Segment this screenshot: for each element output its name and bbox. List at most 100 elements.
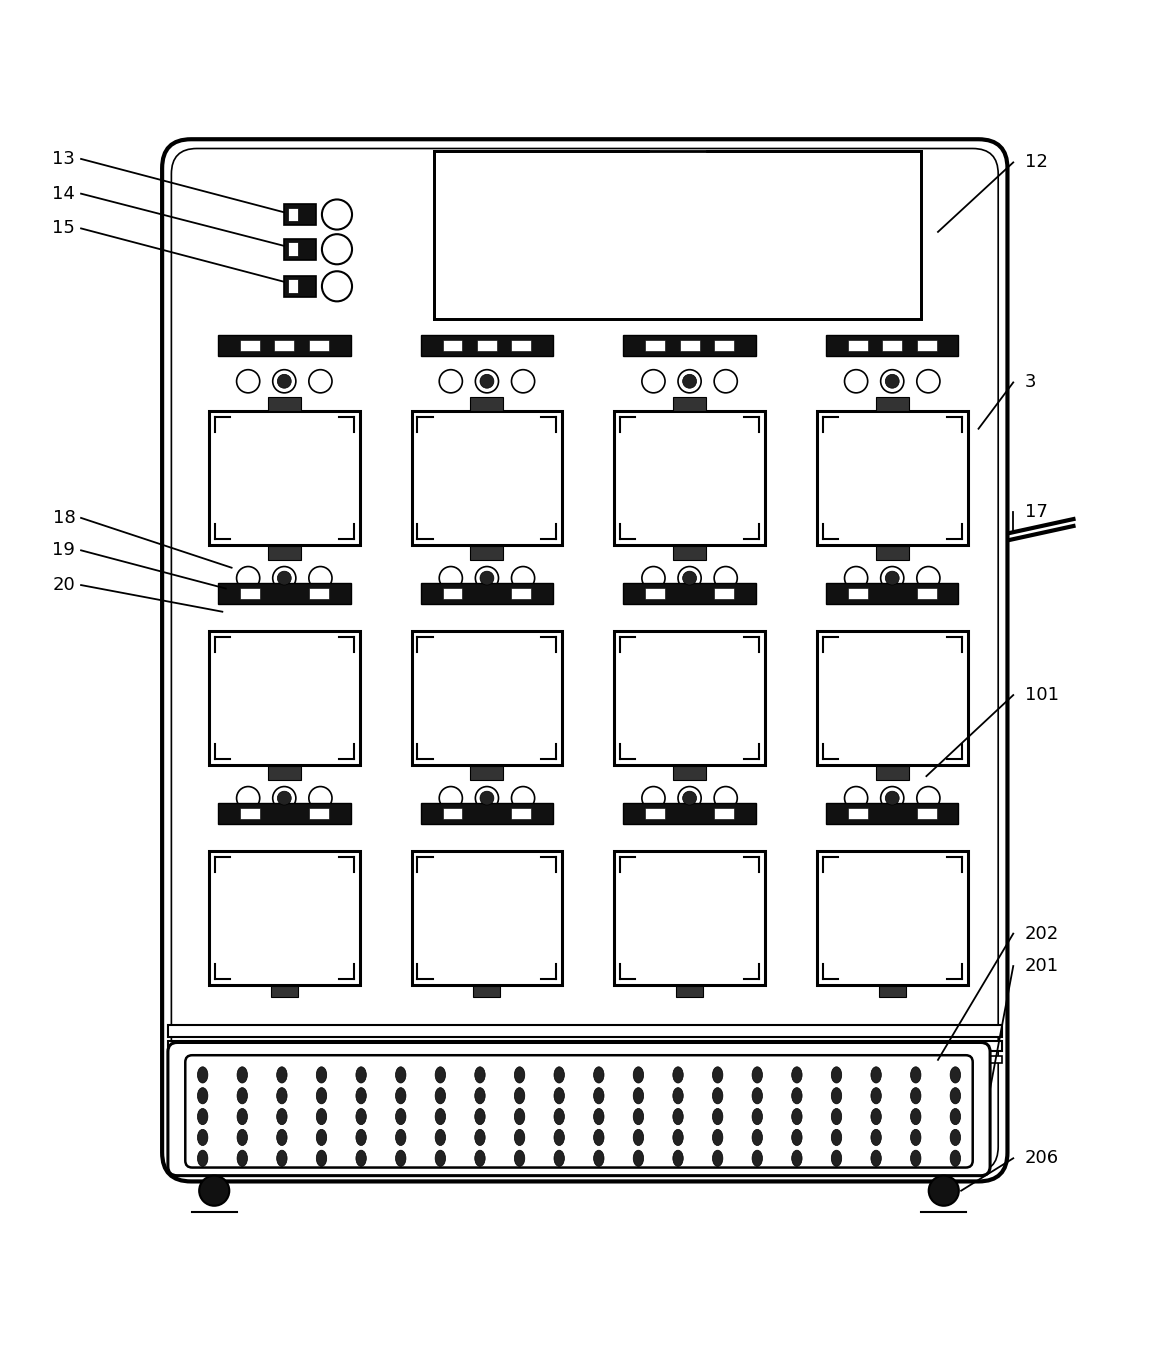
- Ellipse shape: [871, 1150, 881, 1166]
- Circle shape: [439, 786, 462, 809]
- Ellipse shape: [396, 1066, 406, 1083]
- Ellipse shape: [237, 1129, 248, 1146]
- Circle shape: [322, 234, 352, 264]
- Bar: [673, 545, 706, 559]
- Circle shape: [844, 566, 867, 589]
- Text: 3: 3: [1025, 373, 1036, 391]
- Bar: [875, 545, 909, 559]
- Ellipse shape: [514, 1066, 525, 1083]
- Ellipse shape: [594, 1066, 604, 1083]
- Ellipse shape: [871, 1088, 881, 1105]
- Ellipse shape: [633, 1109, 644, 1125]
- Bar: [240, 588, 259, 599]
- Bar: [284, 276, 316, 297]
- Circle shape: [917, 369, 940, 392]
- Ellipse shape: [356, 1150, 366, 1166]
- Circle shape: [512, 566, 535, 589]
- Circle shape: [475, 786, 498, 809]
- Text: 206: 206: [1025, 1150, 1058, 1167]
- Ellipse shape: [514, 1088, 525, 1105]
- Ellipse shape: [950, 1150, 960, 1166]
- Bar: [614, 852, 764, 984]
- Bar: [168, 1057, 1002, 1064]
- Text: 15: 15: [52, 220, 75, 238]
- Bar: [645, 588, 665, 599]
- Ellipse shape: [594, 1129, 604, 1146]
- Circle shape: [844, 786, 867, 809]
- Circle shape: [309, 369, 332, 392]
- Bar: [208, 632, 359, 764]
- Circle shape: [236, 369, 259, 392]
- Bar: [512, 588, 532, 599]
- Bar: [623, 582, 756, 604]
- Ellipse shape: [712, 1150, 723, 1166]
- Bar: [309, 588, 329, 599]
- Ellipse shape: [910, 1109, 921, 1125]
- Ellipse shape: [831, 1150, 842, 1166]
- Bar: [623, 335, 756, 355]
- Circle shape: [880, 566, 903, 589]
- Bar: [420, 582, 554, 604]
- Circle shape: [642, 786, 665, 809]
- Text: 201: 201: [1025, 957, 1058, 975]
- Circle shape: [512, 786, 535, 809]
- Ellipse shape: [910, 1066, 921, 1083]
- Bar: [442, 588, 462, 599]
- Ellipse shape: [752, 1109, 762, 1125]
- Ellipse shape: [356, 1066, 366, 1083]
- Bar: [645, 339, 665, 351]
- Ellipse shape: [673, 1129, 683, 1146]
- Circle shape: [885, 375, 899, 388]
- Bar: [420, 335, 554, 355]
- Text: 17: 17: [1025, 503, 1048, 521]
- Bar: [917, 339, 937, 351]
- Bar: [442, 339, 462, 351]
- Ellipse shape: [435, 1129, 446, 1146]
- Bar: [271, 986, 298, 998]
- Circle shape: [885, 791, 899, 805]
- Bar: [208, 852, 359, 984]
- Ellipse shape: [237, 1109, 248, 1125]
- Circle shape: [917, 786, 940, 809]
- Ellipse shape: [792, 1129, 802, 1146]
- Ellipse shape: [475, 1088, 485, 1105]
- Circle shape: [683, 791, 697, 805]
- Circle shape: [679, 566, 702, 589]
- Bar: [240, 808, 259, 819]
- Ellipse shape: [197, 1066, 208, 1083]
- Text: 12: 12: [1025, 153, 1048, 171]
- Circle shape: [278, 375, 291, 388]
- Ellipse shape: [554, 1088, 564, 1105]
- Ellipse shape: [356, 1109, 366, 1125]
- Circle shape: [322, 200, 352, 230]
- Ellipse shape: [752, 1088, 762, 1105]
- Bar: [512, 808, 532, 819]
- Circle shape: [273, 786, 295, 809]
- Bar: [680, 339, 699, 351]
- Ellipse shape: [197, 1129, 208, 1146]
- Bar: [218, 802, 351, 824]
- Text: 20: 20: [52, 576, 75, 595]
- Ellipse shape: [435, 1150, 446, 1166]
- Ellipse shape: [554, 1066, 564, 1083]
- Ellipse shape: [554, 1129, 564, 1146]
- Ellipse shape: [554, 1150, 564, 1166]
- Ellipse shape: [752, 1129, 762, 1146]
- Text: 18: 18: [52, 509, 75, 526]
- Ellipse shape: [316, 1066, 327, 1083]
- Ellipse shape: [950, 1066, 960, 1083]
- Bar: [267, 545, 301, 559]
- Ellipse shape: [831, 1129, 842, 1146]
- Ellipse shape: [633, 1150, 644, 1166]
- Bar: [208, 411, 359, 544]
- Ellipse shape: [316, 1088, 327, 1105]
- Bar: [309, 339, 329, 351]
- Bar: [917, 808, 937, 819]
- Ellipse shape: [673, 1109, 683, 1125]
- Ellipse shape: [396, 1150, 406, 1166]
- Circle shape: [683, 571, 697, 585]
- Bar: [412, 852, 562, 984]
- Ellipse shape: [554, 1109, 564, 1125]
- Circle shape: [479, 571, 493, 585]
- Bar: [218, 335, 351, 355]
